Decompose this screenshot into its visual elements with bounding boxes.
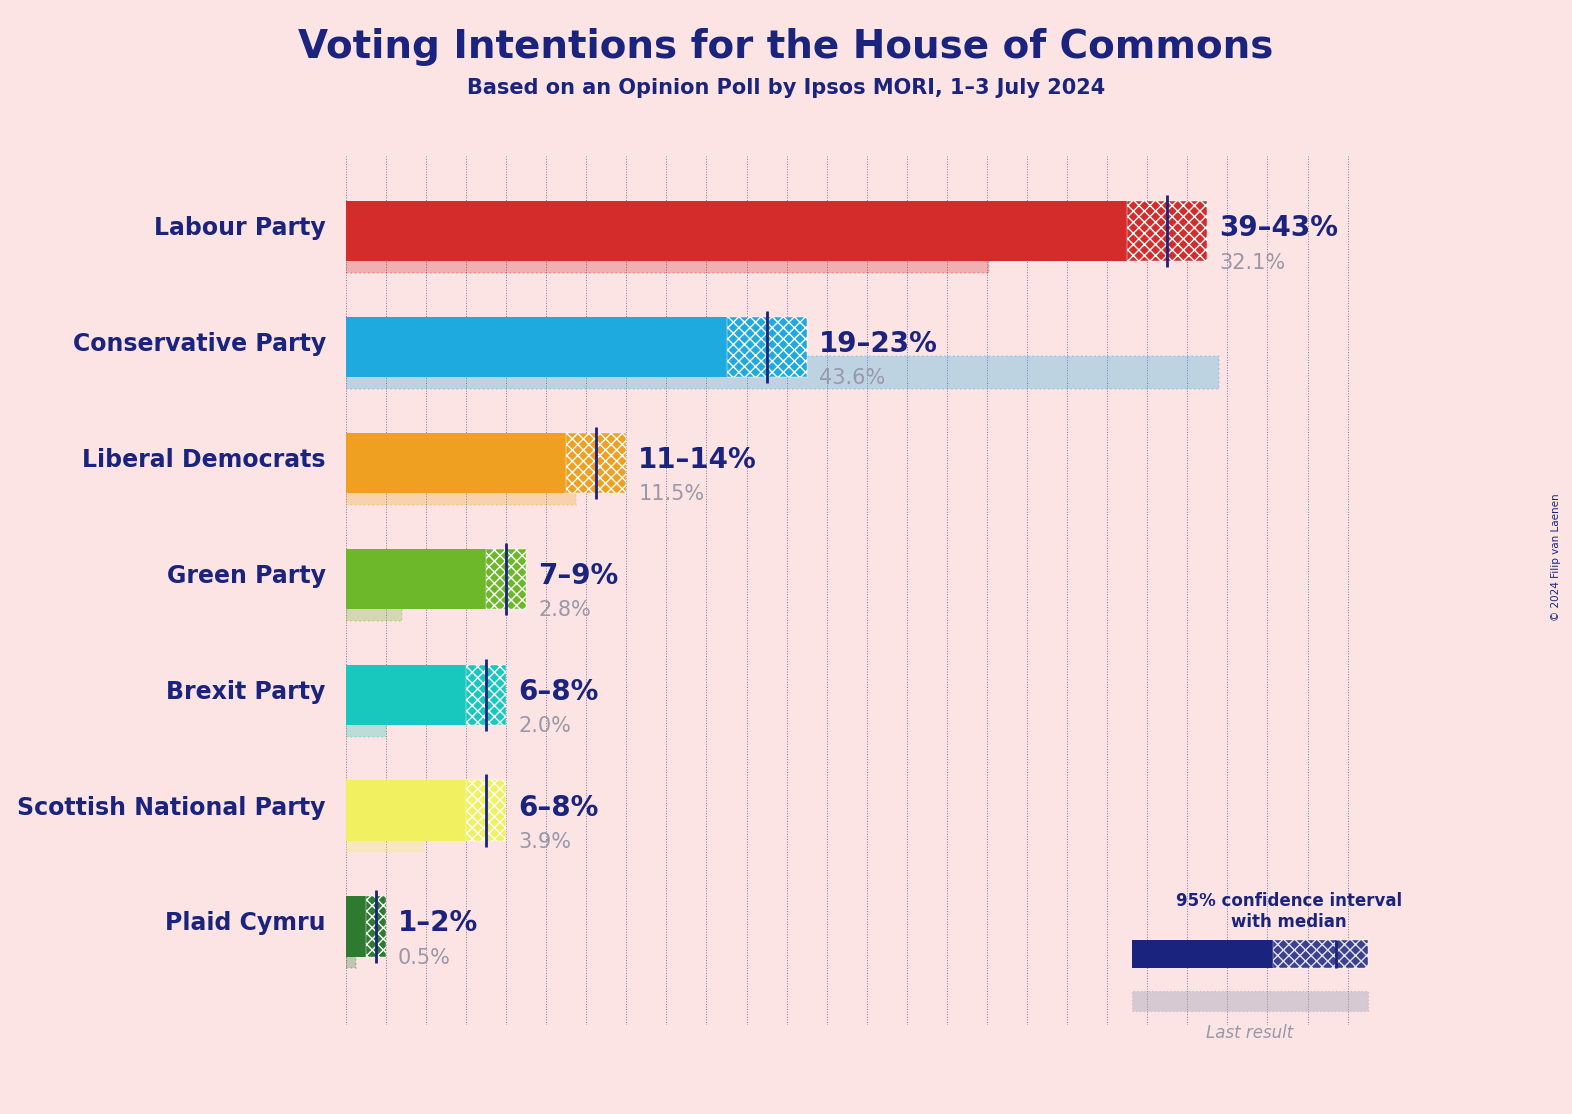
Bar <box>346 240 989 273</box>
Text: Brexit Party: Brexit Party <box>167 680 325 704</box>
Text: 1–2%: 1–2% <box>398 909 478 937</box>
Bar <box>346 935 355 968</box>
Text: 11.5%: 11.5% <box>638 485 704 505</box>
Text: 0.5%: 0.5% <box>398 948 451 968</box>
Text: Green Party: Green Party <box>167 564 325 588</box>
Text: Labour Party: Labour Party <box>154 216 325 241</box>
Bar <box>346 202 1127 262</box>
Bar <box>346 819 424 852</box>
Text: © 2024 Filip van Laenen: © 2024 Filip van Laenen <box>1552 494 1561 620</box>
Bar <box>1132 991 1368 1012</box>
Bar <box>1273 940 1368 968</box>
Text: 43.6%: 43.6% <box>819 369 885 389</box>
Bar <box>366 897 385 957</box>
Bar <box>566 433 626 494</box>
Text: Plaid Cymru: Plaid Cymru <box>165 911 325 936</box>
Bar <box>346 433 566 494</box>
Text: Voting Intentions for the House of Commons: Voting Intentions for the House of Commo… <box>299 28 1273 66</box>
Text: 2.0%: 2.0% <box>519 716 571 736</box>
Text: 32.1%: 32.1% <box>1220 253 1286 273</box>
Bar <box>346 471 577 505</box>
Text: 7–9%: 7–9% <box>538 561 618 589</box>
Text: 6–8%: 6–8% <box>519 677 599 705</box>
Bar <box>346 317 726 378</box>
Text: 19–23%: 19–23% <box>819 330 937 358</box>
Bar <box>1127 202 1207 262</box>
Bar <box>726 317 806 378</box>
Text: Last result: Last result <box>1206 1025 1294 1043</box>
Bar <box>346 897 366 957</box>
Text: Scottish National Party: Scottish National Party <box>17 795 325 820</box>
Text: Based on an Opinion Poll by Ipsos MORI, 1–3 July 2024: Based on an Opinion Poll by Ipsos MORI, … <box>467 78 1105 98</box>
Bar <box>486 549 527 609</box>
Bar <box>1132 940 1273 968</box>
Bar <box>346 703 385 736</box>
Bar <box>465 781 506 841</box>
Text: 95% confidence interval
with median: 95% confidence interval with median <box>1176 892 1402 930</box>
Text: Liberal Democrats: Liberal Democrats <box>82 448 325 472</box>
Text: 2.8%: 2.8% <box>538 600 591 620</box>
Bar <box>346 549 486 609</box>
Bar <box>346 355 1220 389</box>
Bar <box>346 587 402 620</box>
Bar <box>465 665 506 725</box>
Text: Conservative Party: Conservative Party <box>72 332 325 356</box>
Text: 11–14%: 11–14% <box>638 446 758 473</box>
Bar <box>346 665 465 725</box>
Bar <box>346 781 465 841</box>
Text: 6–8%: 6–8% <box>519 793 599 821</box>
Text: 39–43%: 39–43% <box>1220 214 1338 242</box>
Text: 3.9%: 3.9% <box>519 832 571 852</box>
